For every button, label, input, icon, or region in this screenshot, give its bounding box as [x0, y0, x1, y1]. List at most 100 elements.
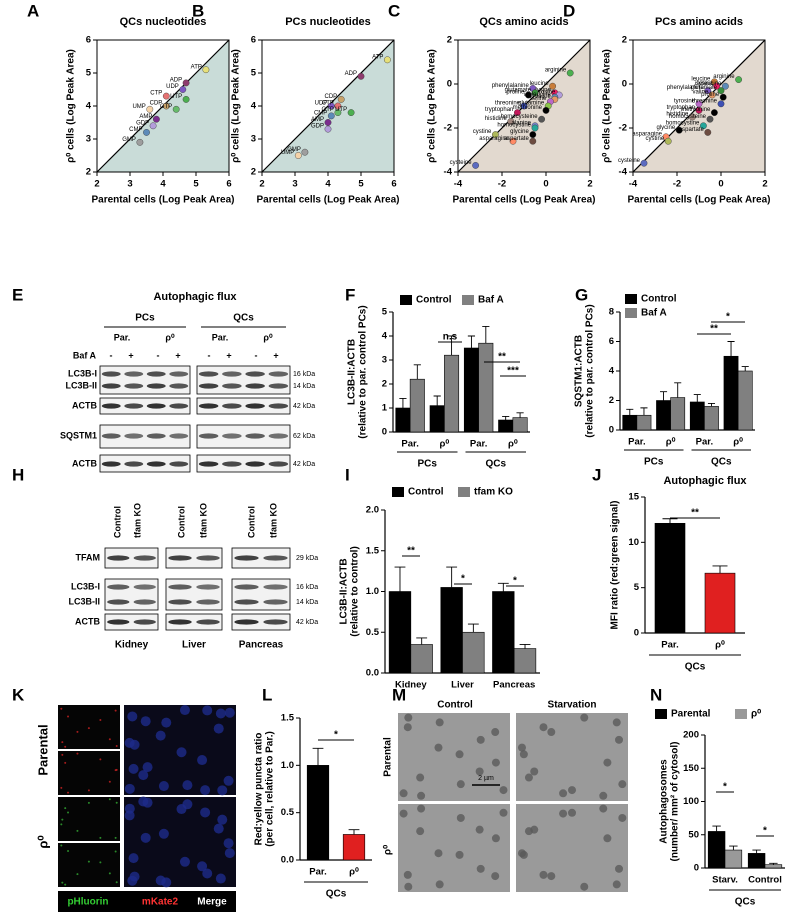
- micrograph-detail: [124, 810, 135, 821]
- data-point: [531, 89, 539, 97]
- point-label: UTP: [170, 94, 182, 100]
- micrograph-detail: [476, 864, 485, 873]
- blot: [104, 547, 159, 569]
- blot: [165, 578, 223, 611]
- y-tick-label: 15: [628, 492, 639, 503]
- micrograph-detail: [491, 872, 500, 881]
- blot-band: [198, 371, 219, 377]
- treatment-sign: -: [208, 350, 211, 360]
- tissue-label: Pancreas: [239, 640, 284, 651]
- condition-label: ρ⁰: [165, 332, 175, 342]
- blot: [99, 454, 191, 473]
- size-label: 16 kDa: [296, 584, 318, 591]
- channel-label: mKate2: [142, 897, 179, 908]
- micrograph-detail: [539, 723, 548, 732]
- blot-band: [222, 433, 242, 439]
- bar: [409, 378, 425, 433]
- micrograph-detail: [456, 813, 465, 822]
- micrograph-detail: [539, 870, 548, 879]
- size-label: 42 kDa: [293, 403, 315, 410]
- point-label: threonine: [495, 101, 521, 107]
- micrograph-detail: [182, 799, 193, 810]
- legend-label: Baf A: [641, 308, 667, 319]
- x-tick-label: Par.: [628, 437, 645, 448]
- micrograph-detail: [223, 775, 234, 786]
- data-point: [136, 138, 144, 146]
- micrograph-detail: [99, 836, 102, 839]
- micrograph-detail: [108, 798, 111, 801]
- micrograph-detail: [456, 780, 465, 789]
- data-point: [717, 87, 725, 95]
- blot-band: [268, 461, 289, 467]
- micrograph-detail: [87, 801, 90, 804]
- micrograph-detail: [142, 797, 153, 808]
- significance-label: *: [726, 312, 730, 323]
- micrograph-detail: [87, 860, 90, 863]
- point-label: UDP: [315, 101, 328, 107]
- micrograph-detail: [87, 789, 90, 792]
- bar: [723, 355, 739, 431]
- treatment-sign: -: [255, 350, 258, 360]
- x-tick-label: ρ⁰: [349, 867, 359, 878]
- micrograph-detail: [530, 825, 539, 834]
- micrograph-detail: [491, 834, 500, 843]
- micrograph-detail: [67, 849, 70, 852]
- micrograph-detail: [61, 741, 64, 744]
- micrograph-detail: [64, 883, 67, 886]
- blot-band: [196, 619, 220, 625]
- group-label: QCs: [685, 662, 706, 673]
- data-point: [722, 82, 729, 90]
- data-point: [529, 137, 537, 145]
- blot-band: [263, 555, 288, 561]
- point-label: homocystine: [497, 123, 531, 129]
- y-axis-label: ρ⁰ cells (Log Peak Area): [66, 49, 77, 163]
- micrograph-detail: [200, 807, 211, 818]
- micrograph-detail: [138, 770, 149, 781]
- micrograph-detail: [612, 718, 621, 727]
- x-axis-label: Parental cells (Log Peak Area): [256, 195, 399, 206]
- micrograph-detail: [223, 838, 234, 849]
- point-label: CTP: [150, 91, 162, 97]
- legend-swatch: [458, 487, 470, 497]
- micrograph: [58, 751, 120, 795]
- micrograph-detail: [115, 881, 118, 884]
- blot: [231, 547, 291, 569]
- error-bar: [659, 391, 668, 401]
- micrograph-detail: [158, 828, 169, 839]
- legend-label: Control: [408, 487, 444, 498]
- group-label: PCs: [135, 313, 155, 324]
- y-tick-label: 1.5: [366, 545, 380, 556]
- significance-label: *: [513, 576, 517, 587]
- y-tick-label: 0.5: [366, 627, 380, 638]
- x-tick-label: Par.: [661, 640, 678, 651]
- x-tick-label: 2: [94, 179, 99, 190]
- x-tick-label: Par.: [696, 437, 713, 448]
- blot-band: [101, 403, 121, 409]
- row-label: SQSTM1: [60, 430, 97, 440]
- point-label: serine: [530, 96, 547, 102]
- blot-band: [222, 371, 242, 377]
- y-axis-label: Autophagosomes: [659, 759, 670, 844]
- micrograph-detail: [114, 709, 117, 712]
- blot-band: [169, 461, 189, 467]
- error-bar: [693, 394, 701, 402]
- micrograph: [398, 713, 510, 801]
- data-point: [529, 131, 537, 139]
- error-bar: [741, 366, 749, 371]
- point-label: AMP: [311, 117, 324, 123]
- micrograph-detail: [612, 880, 621, 889]
- micrograph-detail: [224, 848, 235, 859]
- micrograph-detail: [524, 773, 533, 782]
- micrograph-detail: [618, 813, 627, 822]
- error-bar: [662, 518, 678, 524]
- legend-swatch: [625, 308, 637, 318]
- micrograph-detail: [213, 823, 224, 834]
- x-tick-label: Starv.: [712, 875, 738, 886]
- data-point: [695, 107, 703, 114]
- y-tick-label: 2.0: [366, 505, 379, 516]
- micrograph-detail: [224, 707, 235, 718]
- micrograph-detail: [87, 727, 90, 730]
- bar: [704, 406, 719, 431]
- micrograph-detail: [559, 809, 568, 818]
- micrograph-detail: [215, 708, 226, 719]
